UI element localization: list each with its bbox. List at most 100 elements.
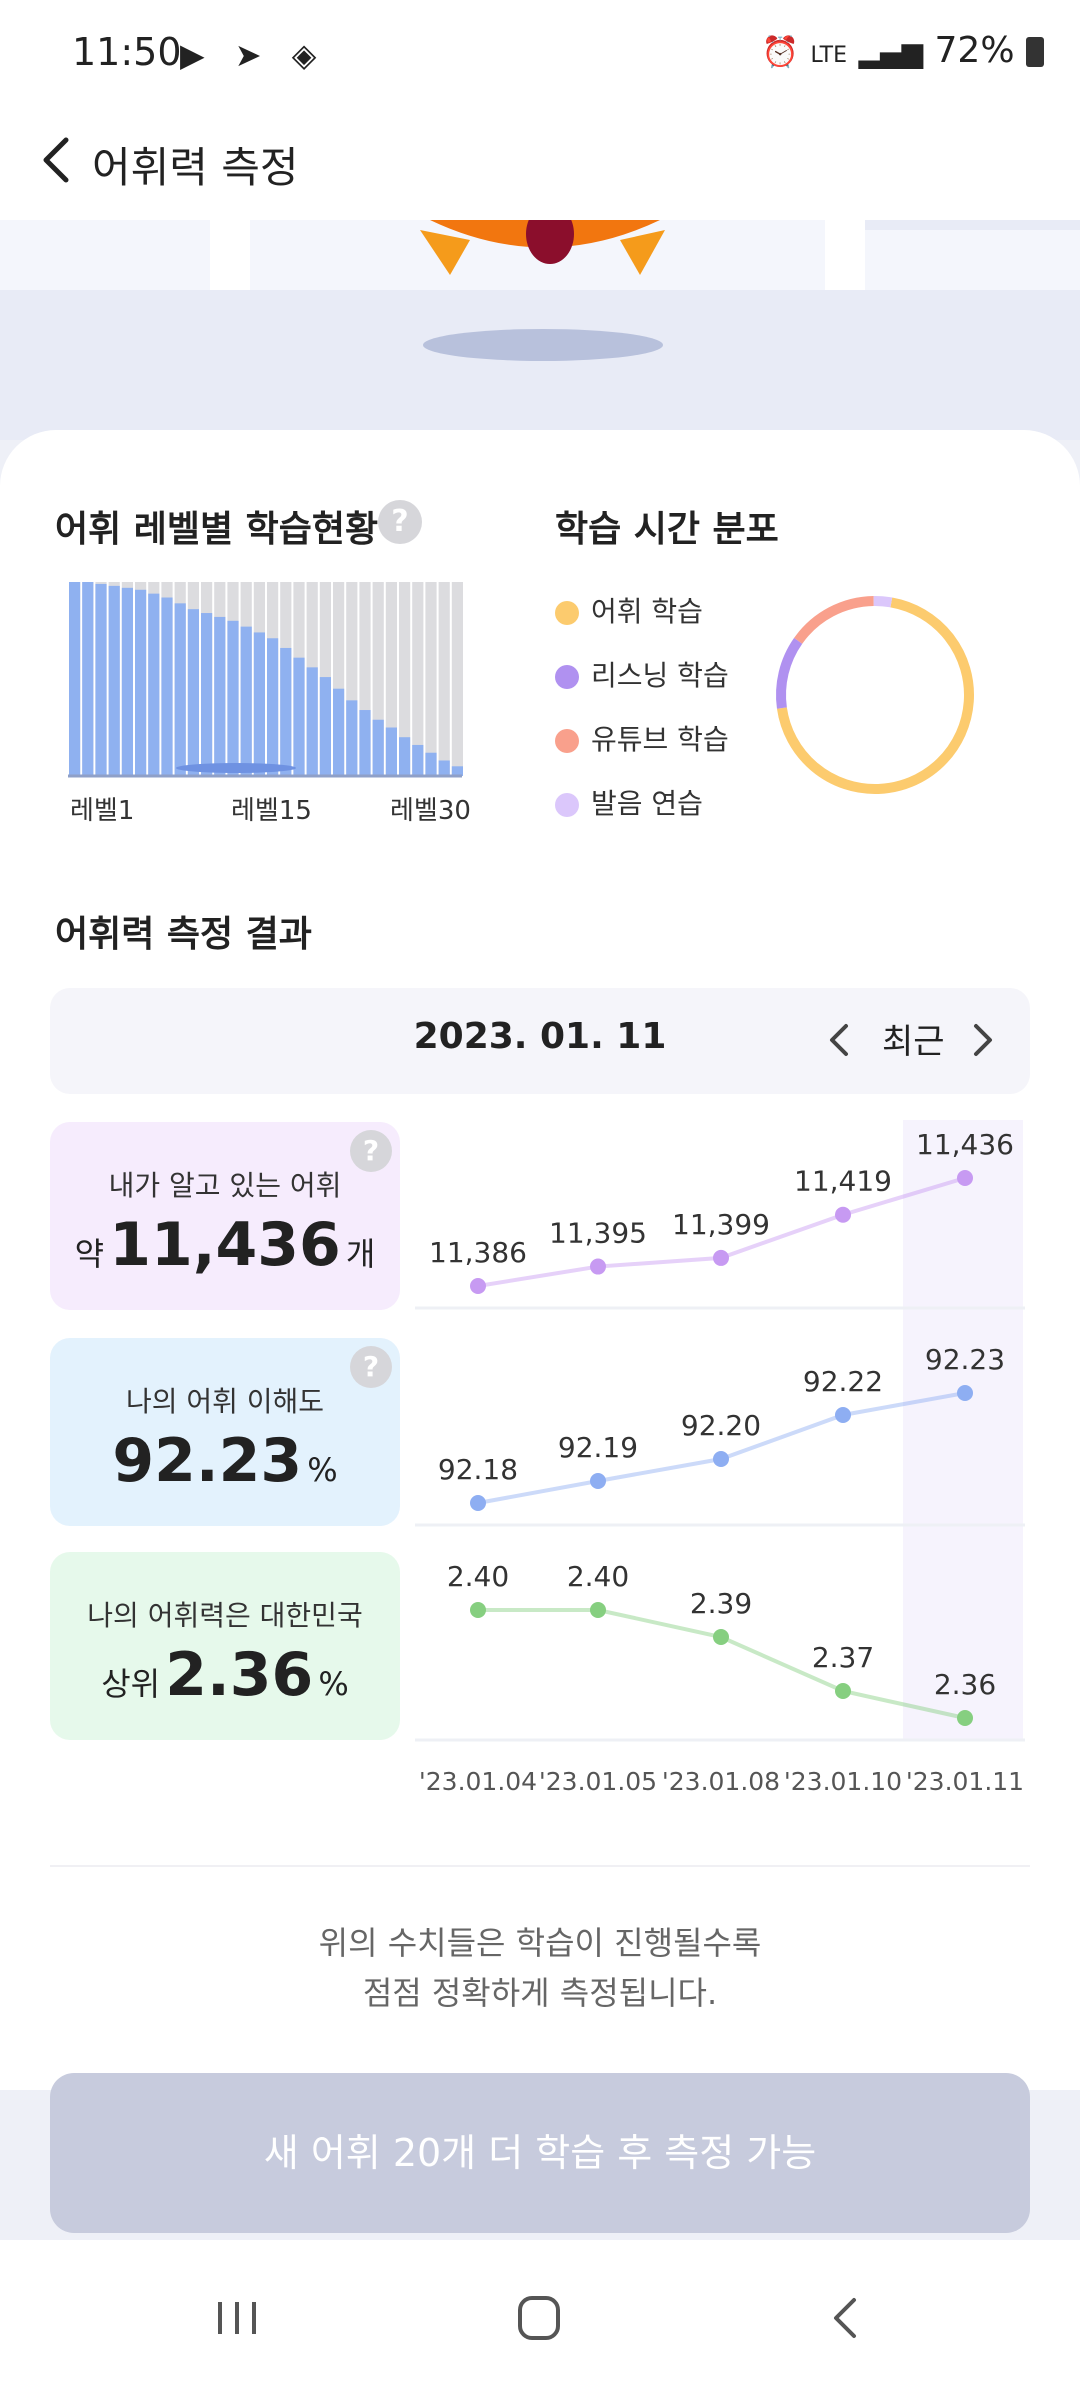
battery-icon — [1026, 37, 1044, 67]
trend-point — [713, 1629, 729, 1645]
help-icon[interactable]: ? — [350, 1346, 392, 1388]
trend-value-label: 2.36 — [934, 1668, 996, 1701]
level-bar — [346, 700, 358, 776]
trend-value-label: 92.22 — [803, 1365, 883, 1398]
trend-point — [470, 1278, 486, 1294]
trend-point — [590, 1258, 606, 1275]
trend-date-label: '23.01.05 — [539, 1767, 657, 1796]
legend-label: 어휘 학습 — [591, 595, 703, 628]
trend-date-label: '23.01.04 — [419, 1767, 537, 1796]
metric-card-understanding: ? 나의 어휘 이해도 92.23 % — [50, 1338, 400, 1526]
selected-date-highlight — [903, 1120, 1023, 1740]
telegram-icon: ➤ — [234, 36, 272, 74]
level-bar-background — [346, 582, 358, 776]
level-bar — [385, 727, 397, 776]
metric-label: 나의 어휘 이해도 — [125, 1385, 325, 1418]
level-bar — [319, 677, 331, 776]
note-line: 위의 수치들은 학습이 진행될수록 — [318, 1924, 762, 1962]
metric-card-national-rank: 나의 어휘력은 대한민국 상위 2.36 % — [50, 1552, 400, 1740]
metric-suffix: 개 — [345, 1235, 376, 1273]
level-bar — [399, 737, 411, 776]
level-bar — [267, 638, 279, 776]
page-title: 어휘력 측정 — [92, 143, 299, 192]
back-icon — [834, 2298, 856, 2338]
trend-value-label: 11,419 — [794, 1165, 892, 1198]
time-donut-chart — [776, 596, 974, 794]
chevron-left-icon — [43, 137, 69, 183]
home-icon — [518, 2296, 560, 2340]
legend-label: 유튜브 학습 — [591, 723, 729, 756]
status-icons-left: ▶ ➤ ◈ — [180, 36, 326, 74]
trend-value-label: 11,395 — [549, 1217, 647, 1250]
help-icon[interactable]: ? — [350, 1130, 392, 1172]
system-nav-bar — [0, 2240, 1080, 2400]
next-date-button[interactable] — [962, 1012, 1002, 1068]
donut-slice — [873, 596, 893, 608]
donut-slice — [794, 596, 874, 644]
trend-value-label: 2.40 — [447, 1560, 509, 1593]
level-bar-background — [438, 582, 450, 776]
back-button[interactable] — [36, 130, 96, 190]
help-icon[interactable]: ? — [378, 500, 422, 544]
nav-back-button[interactable] — [820, 2288, 870, 2348]
level-bar — [95, 583, 107, 776]
level-bar — [214, 616, 226, 776]
level-bar — [253, 632, 265, 776]
prev-date-button[interactable] — [820, 1012, 860, 1068]
result-section-title: 어휘력 측정 결과 — [55, 914, 312, 955]
recent-button[interactable]: 최근 — [882, 1022, 945, 1062]
level-bar — [227, 620, 239, 776]
level-bar — [451, 766, 463, 776]
legend-label: 발음 연습 — [591, 787, 703, 820]
status-time: 11:50 — [72, 30, 182, 74]
trend-point — [713, 1451, 729, 1467]
measure-button[interactable]: 새 어휘 20개 더 학습 후 측정 가능 — [50, 2073, 1030, 2233]
trend-point — [835, 1407, 851, 1423]
level-bar — [280, 647, 292, 776]
metric-label: 나의 어휘력은 대한민국 — [87, 1599, 363, 1632]
trend-value-label: 2.37 — [812, 1641, 874, 1674]
status-icons-right: ⏰ LTE ▂▄▆ 72% — [762, 30, 1044, 71]
trend-value-label: 92.23 — [925, 1343, 1005, 1376]
metric-value: 11,436 — [109, 1210, 341, 1280]
level-bar — [161, 597, 173, 776]
legend-swatch — [555, 665, 579, 689]
level-bar — [108, 585, 120, 776]
trend-point — [835, 1683, 851, 1699]
hero-illustration — [0, 220, 1080, 440]
trend-point — [470, 1495, 486, 1511]
battery-label: 72% — [934, 30, 1015, 71]
trend-point — [835, 1206, 851, 1223]
signal-icon: ▂▄▆ — [858, 36, 924, 69]
trend-value-label: 92.18 — [438, 1453, 518, 1486]
trend-date-label: '23.01.11 — [906, 1767, 1024, 1796]
level-bar-background — [425, 582, 437, 776]
level-bar — [121, 587, 133, 776]
legend-swatch — [555, 729, 579, 753]
date-selector: 2023. 01. 11 최근 — [50, 988, 1030, 1094]
level-bar — [306, 667, 318, 776]
legend-item: 어휘 학습 — [555, 590, 729, 654]
level-bar — [372, 719, 384, 776]
level-axis-labels: 레벨1 레벨15 레벨30 — [66, 790, 486, 826]
trend-value-label: 2.40 — [567, 1560, 629, 1593]
legend-swatch — [555, 793, 579, 817]
level-bar — [412, 744, 424, 776]
trend-point — [590, 1473, 606, 1489]
metric-suffix: % — [307, 1451, 338, 1489]
level-bar — [240, 626, 252, 776]
metric-value: 2.36 — [165, 1640, 314, 1710]
level-bar-background — [333, 582, 345, 776]
trend-point — [590, 1602, 606, 1618]
recent-apps-icon — [218, 2302, 256, 2334]
metric-label: 내가 알고 있는 어휘 — [108, 1169, 342, 1202]
recent-apps-button[interactable] — [212, 2288, 262, 2348]
trend-value-label: 92.19 — [558, 1431, 638, 1464]
home-button[interactable] — [514, 2288, 564, 2348]
level-bar-background — [359, 582, 371, 776]
selected-date: 2023. 01. 11 — [413, 1016, 667, 1057]
metric-value: 92.23 — [112, 1426, 303, 1496]
trend-point — [957, 1385, 973, 1401]
level-bar — [438, 760, 450, 776]
donut-slice — [776, 597, 974, 794]
